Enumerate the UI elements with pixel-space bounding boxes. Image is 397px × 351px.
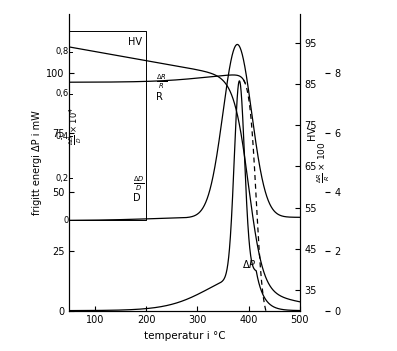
Text: 0: 0 — [63, 216, 68, 225]
Text: $\frac{\Delta R}{R}$ × 100: $\frac{\Delta R}{R}$ × 100 — [316, 141, 332, 183]
Text: $\frac{\Delta R}{R}$: $\frac{\Delta R}{R}$ — [156, 73, 168, 91]
Text: 0,6: 0,6 — [55, 90, 68, 98]
Text: D: D — [133, 193, 141, 204]
Text: 0,2: 0,2 — [55, 174, 68, 183]
Text: $\frac{\Delta D}{D}$ × 10$^4$: $\frac{\Delta D}{D}$ × 10$^4$ — [67, 106, 84, 145]
Text: R: R — [156, 92, 163, 102]
Text: HV: HV — [128, 37, 142, 47]
X-axis label: temperatur i °C: temperatur i °C — [144, 331, 225, 341]
Text: 0,4: 0,4 — [55, 132, 68, 141]
Text: $\frac{\Delta D}{D}$: $\frac{\Delta D}{D}$ — [133, 175, 145, 193]
Y-axis label: frigitt energi ΔP i mW: frigitt energi ΔP i mW — [32, 110, 42, 215]
Text: $\Delta P$: $\Delta P$ — [243, 258, 257, 270]
Text: HV: HV — [307, 126, 317, 140]
Text: 0,8: 0,8 — [55, 47, 68, 56]
